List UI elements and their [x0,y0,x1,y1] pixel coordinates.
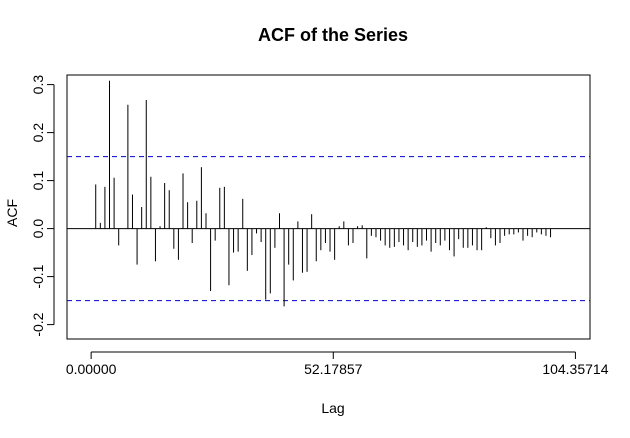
y-tick-label: -0.2 [30,312,46,336]
y-tick-label: 0.3 [30,75,46,95]
y-tick-label: -0.1 [30,264,46,288]
x-tick-label: 104.35714 [542,361,608,377]
x-tick-label: 52.17857 [304,361,363,377]
y-axis-label: ACF [4,199,20,227]
y-tick-label: 0.2 [30,123,46,143]
x-axis-label: Lag [321,400,344,416]
plot-area: 0.00000 52.17857 104.35714 -0.2 -0.1 0.0 0.1 0.… [30,74,609,377]
chart-title: ACF of the Series [258,25,408,45]
plot-frame [66,74,591,340]
y-tick-label: 0.0 [30,219,46,239]
x-tick-label: 0.00000 [66,361,117,377]
y-tick-label: 0.1 [30,171,46,191]
